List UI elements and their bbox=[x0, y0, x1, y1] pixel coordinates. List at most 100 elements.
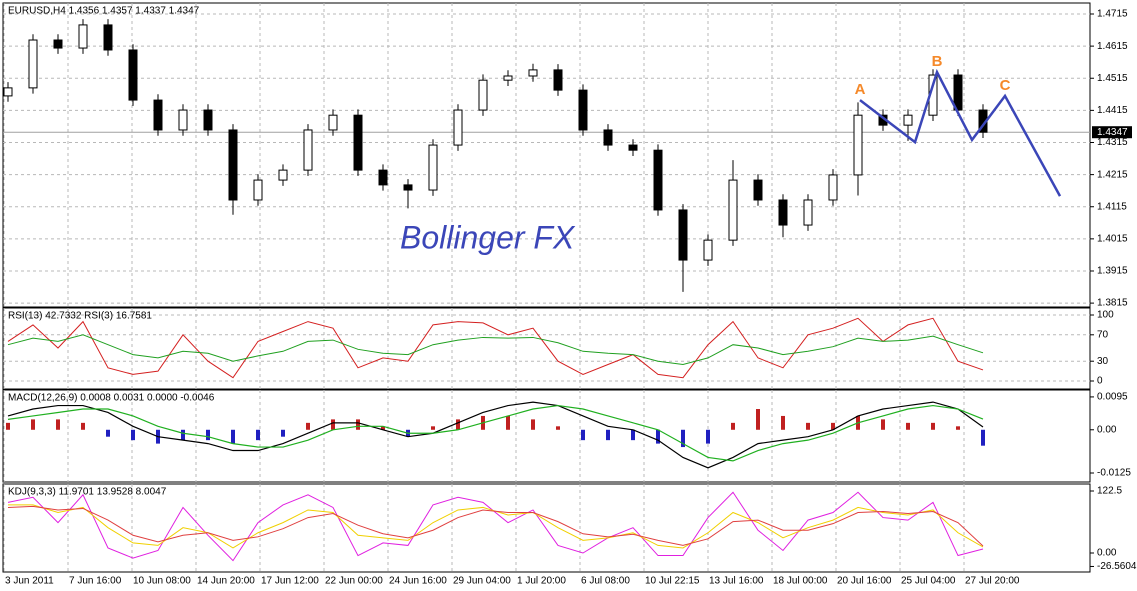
y-tick-label: -26.5604 bbox=[1097, 561, 1137, 572]
y-tick-label: 1.4515 bbox=[1097, 73, 1128, 84]
histogram-bar bbox=[581, 429, 585, 441]
panel-frame bbox=[2, 2, 1091, 308]
x-tick-label: 20 Jul 16:00 bbox=[837, 576, 892, 587]
zigzag-label: B bbox=[932, 53, 943, 70]
x-tick-label: 1 Jul 20:00 bbox=[517, 576, 566, 587]
candle-body bbox=[553, 69, 563, 91]
histogram-bar bbox=[981, 429, 985, 446]
histogram-bar bbox=[331, 419, 335, 430]
histogram-bar bbox=[31, 419, 35, 430]
zigzag-label: C bbox=[1000, 77, 1011, 94]
histogram-bar bbox=[531, 419, 535, 430]
histogram-bar bbox=[881, 419, 885, 430]
candle-body bbox=[603, 129, 613, 146]
zigzag-label: A bbox=[855, 81, 866, 98]
histogram-bar bbox=[356, 419, 360, 430]
histogram-bar bbox=[806, 422, 810, 430]
x-tick-label: 29 Jun 04:00 bbox=[453, 576, 511, 587]
indicator-line bbox=[7, 404, 984, 462]
candle-body bbox=[853, 114, 863, 176]
candle-body bbox=[653, 149, 663, 211]
x-tick-label: 7 Jun 16:00 bbox=[69, 576, 122, 587]
y-tick-label: 30 bbox=[1097, 356, 1109, 367]
histogram-bar bbox=[606, 429, 610, 441]
y-tick-label: 1.4715 bbox=[1097, 9, 1128, 20]
candle-body bbox=[3, 87, 13, 97]
current-price-label: 1.4347 bbox=[1097, 127, 1128, 138]
histogram-bar bbox=[431, 426, 435, 430]
candle-body bbox=[903, 114, 913, 126]
x-tick-label: 10 Jul 22:15 bbox=[645, 576, 700, 587]
x-tick-label: 27 Jul 20:00 bbox=[965, 576, 1020, 587]
candle-body bbox=[528, 69, 538, 77]
y-tick-label: 1.4215 bbox=[1097, 169, 1128, 180]
histogram-bar bbox=[6, 422, 10, 430]
candle-body bbox=[778, 199, 788, 226]
histogram-bar bbox=[56, 419, 60, 430]
panel-title: EURUSD,H4 1.4356 1.4357 1.4337 1.4347 bbox=[8, 6, 200, 17]
annotation: Bollinger FX bbox=[400, 219, 576, 255]
histogram-bar bbox=[306, 422, 310, 430]
candle-body bbox=[128, 49, 138, 101]
x-tick-label: 24 Jun 16:00 bbox=[389, 576, 447, 587]
candle-body bbox=[428, 144, 438, 191]
x-tick-label: 10 Jun 08:00 bbox=[133, 576, 191, 587]
histogram-bar bbox=[231, 429, 235, 444]
x-tick-label: 13 Jul 16:00 bbox=[709, 576, 764, 587]
candle-body bbox=[478, 79, 488, 111]
histogram-bar bbox=[131, 429, 135, 441]
histogram-bar bbox=[831, 422, 835, 430]
candle-body bbox=[28, 39, 38, 89]
y-tick-label: 1.4415 bbox=[1097, 105, 1128, 116]
histogram-bar bbox=[956, 426, 960, 430]
histogram-bar bbox=[931, 422, 935, 430]
panel-title: RSI(13) 42.7332 RSI(3) 16.7581 bbox=[8, 311, 152, 322]
panel-frame bbox=[2, 389, 1091, 483]
candle-body bbox=[628, 144, 638, 151]
candle-body bbox=[203, 109, 213, 131]
histogram-bar bbox=[256, 429, 260, 441]
current-price-box bbox=[1092, 126, 1132, 139]
histogram-bar bbox=[506, 415, 510, 430]
y-tick-label: 1.3815 bbox=[1097, 298, 1128, 309]
y-tick-label: 0 bbox=[1097, 376, 1103, 387]
candle-body bbox=[328, 114, 338, 131]
candle-body bbox=[678, 209, 688, 261]
candle-body bbox=[228, 129, 238, 201]
candle-body bbox=[503, 75, 513, 81]
x-tick-label: 18 Jul 00:00 bbox=[773, 576, 828, 587]
y-tick-label: 1.4115 bbox=[1097, 201, 1127, 212]
candle-body bbox=[178, 109, 188, 131]
indicator-line bbox=[7, 401, 984, 469]
candle-body bbox=[278, 169, 288, 181]
candle-body bbox=[53, 39, 63, 49]
candle-body bbox=[753, 179, 763, 201]
y-tick-label: 1.3915 bbox=[1097, 266, 1128, 277]
candle-body bbox=[153, 99, 163, 131]
histogram-bar bbox=[181, 429, 185, 441]
candle-body bbox=[728, 179, 738, 241]
histogram-bar bbox=[731, 422, 735, 430]
histogram-bar bbox=[631, 429, 635, 441]
y-tick-label: 1.4615 bbox=[1097, 41, 1128, 52]
histogram-bar bbox=[206, 429, 210, 441]
candle-body bbox=[353, 114, 363, 171]
x-tick-label: 22 Jun 00:00 bbox=[325, 576, 383, 587]
histogram-bar bbox=[456, 419, 460, 430]
candle-body bbox=[803, 199, 813, 226]
y-tick-label: 1.4315 bbox=[1097, 137, 1128, 148]
histogram-bar bbox=[106, 429, 110, 437]
x-tick-label: 25 Jul 04:00 bbox=[901, 576, 956, 587]
histogram-bar bbox=[706, 429, 710, 444]
histogram-bar bbox=[781, 415, 785, 430]
candle-body bbox=[253, 179, 263, 201]
y-tick-label: 0.00 bbox=[1097, 548, 1117, 559]
candle-body bbox=[953, 74, 963, 111]
candle-body bbox=[828, 174, 838, 201]
zigzag-line bbox=[859, 68, 1062, 197]
histogram-bar bbox=[381, 426, 385, 430]
histogram-bar bbox=[656, 429, 660, 444]
y-tick-label: 0.00 bbox=[1097, 424, 1117, 435]
